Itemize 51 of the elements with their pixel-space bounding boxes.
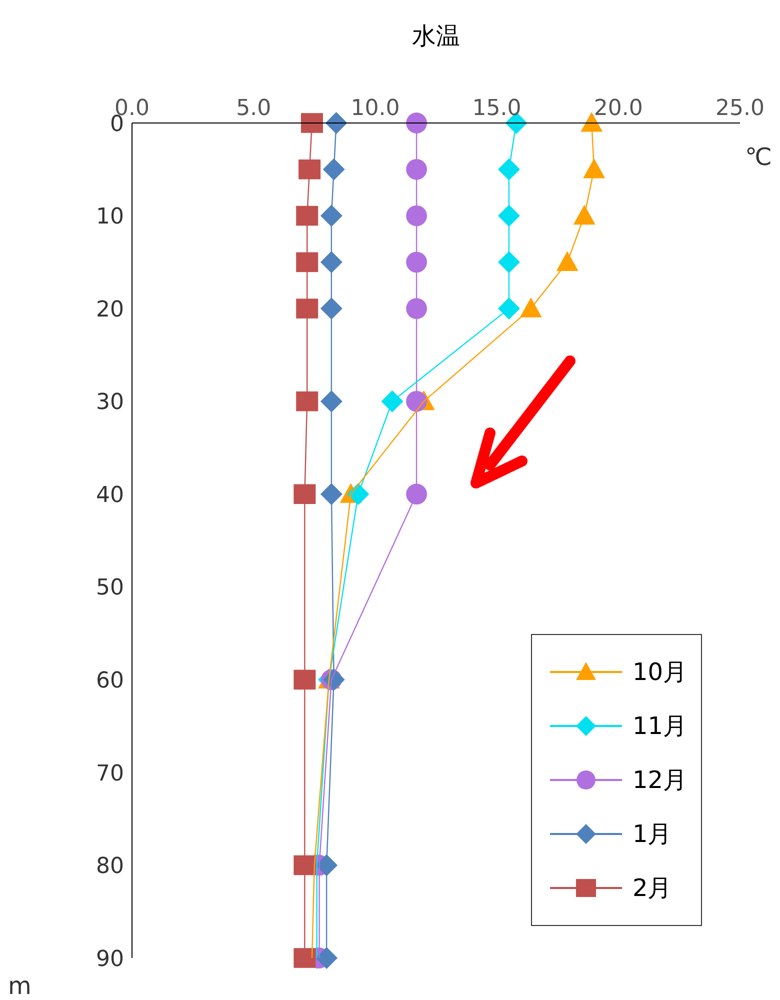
y-tick-label: 70 — [96, 761, 124, 786]
point — [406, 252, 427, 273]
point — [320, 483, 342, 506]
point — [298, 159, 321, 180]
point — [556, 251, 578, 271]
point — [294, 484, 316, 504]
y-tick-label: 60 — [96, 668, 124, 694]
point — [320, 390, 342, 412]
legend-label: 10月 — [632, 657, 687, 688]
point — [381, 390, 404, 412]
point — [406, 158, 427, 180]
x-tick-label: 10.0 — [350, 96, 400, 121]
text: ℃ — [745, 143, 772, 171]
legend-label: 2月 — [632, 873, 672, 904]
legend-label: 12月 — [632, 765, 687, 796]
point — [498, 298, 520, 320]
legend-label: 11月 — [632, 711, 687, 742]
point — [498, 204, 520, 227]
point — [294, 670, 316, 690]
point — [316, 947, 338, 969]
x-tick-label: 20.0 — [594, 96, 643, 121]
y-tick-label: 50 — [96, 576, 124, 601]
x-tick-label: 5.0 — [236, 96, 272, 121]
x-tick-label: 15.0 — [472, 96, 522, 121]
y-tick-label: 30 — [96, 390, 124, 416]
point — [406, 484, 427, 505]
y-tick-label: 10 — [96, 204, 124, 230]
point — [320, 298, 342, 320]
point — [406, 205, 427, 226]
legend-label: 1月 — [632, 819, 672, 850]
point — [296, 298, 318, 318]
point — [320, 251, 342, 274]
point — [320, 204, 342, 227]
point — [406, 112, 427, 134]
point — [498, 251, 520, 274]
point — [520, 298, 542, 318]
point — [296, 206, 318, 226]
point — [294, 948, 316, 968]
point — [296, 391, 318, 412]
y-tick-label: 40 — [96, 482, 124, 508]
point — [300, 113, 323, 133]
text: m — [8, 972, 32, 1000]
x-axis-title: 水温 — [411, 21, 461, 52]
y-tick-label: 90 — [96, 946, 124, 972]
point — [498, 158, 520, 180]
point — [322, 158, 345, 180]
y-tick-label: 20 — [96, 297, 124, 322]
y-tick-label: 80 — [96, 854, 124, 880]
point — [406, 298, 427, 320]
point — [296, 252, 318, 272]
x-tick-label: 25.0 — [716, 96, 764, 121]
